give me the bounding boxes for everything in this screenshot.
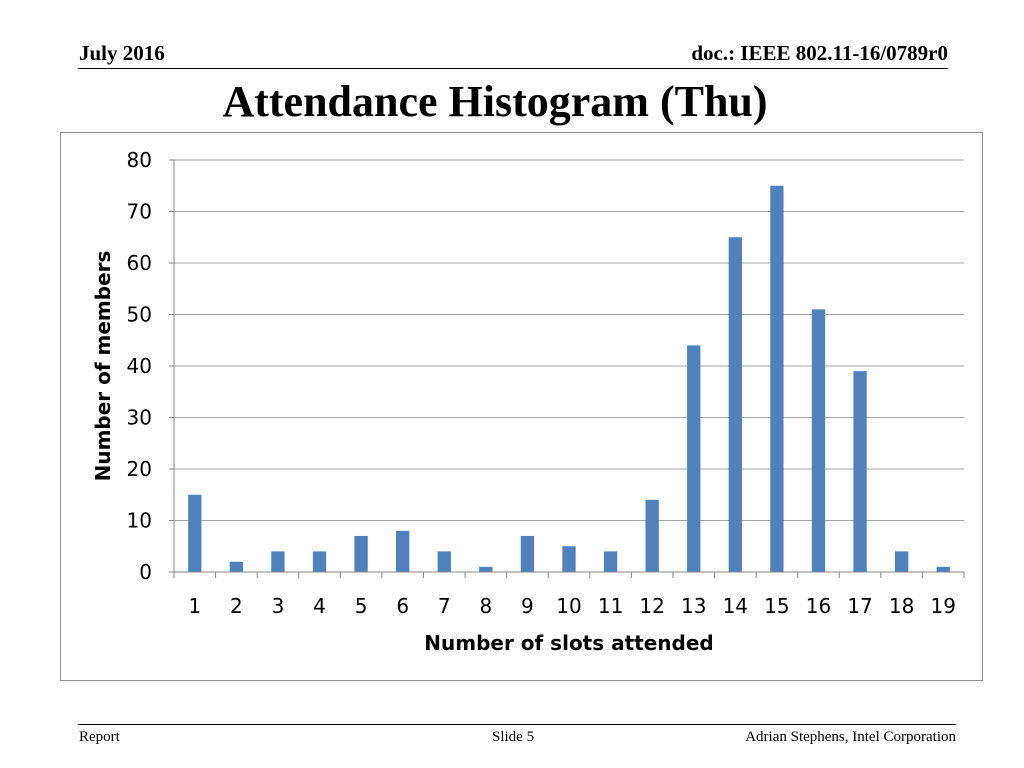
gridlines xyxy=(174,159,964,521)
footer-slide-number: Slide 5 xyxy=(492,729,535,745)
footer-divider xyxy=(78,724,956,725)
bar-12 xyxy=(645,499,659,572)
y-tick-label: 70 xyxy=(127,200,152,224)
bar-10 xyxy=(562,546,576,572)
bar-8 xyxy=(479,566,493,572)
bar-19 xyxy=(936,566,950,572)
x-tick-labels: 1 2 3 4 5 6 7 8 9 10 11 12 13 14 15 16 17 18 19 xyxy=(188,594,956,618)
x-tick-label: 7 xyxy=(438,594,451,618)
x-tick-label: 14 xyxy=(723,594,748,618)
x-tick-label: 5 xyxy=(355,594,368,618)
x-tick-label: 9 xyxy=(521,594,534,618)
bar-17 xyxy=(853,371,867,572)
bar-1 xyxy=(188,494,202,572)
bar-18 xyxy=(894,551,909,572)
bar-14 xyxy=(728,237,742,572)
x-axis-label: Number of slots attended xyxy=(424,631,713,655)
x-tick-label: 8 xyxy=(479,594,492,618)
slide-title: Attendance Histogram (Thu) xyxy=(222,77,768,126)
x-tick-label: 13 xyxy=(681,594,706,618)
header-doc-id: doc.: IEEE 802.11-16/0789r0 xyxy=(691,41,948,65)
bar-13 xyxy=(687,345,701,572)
x-tick-label: 19 xyxy=(930,594,955,618)
bar-15 xyxy=(770,185,784,572)
footer-author: Adrian Stephens, Intel Corporation xyxy=(745,729,956,745)
x-tick-label: 2 xyxy=(230,594,243,618)
bar-5 xyxy=(354,535,368,572)
chart-frame: 0 10 20 30 40 50 60 70 80 1 2 3 4 5 6 7 8 9 10 11 12 13 14 15 1… xyxy=(60,132,983,681)
x-tick-label: 16 xyxy=(806,594,831,618)
x-tick-label: 3 xyxy=(272,594,285,618)
header-divider xyxy=(78,68,948,69)
y-tick-labels: 0 10 20 30 40 50 60 70 80 xyxy=(127,148,152,584)
y-tick-label: 0 xyxy=(139,560,152,584)
x-tick-label: 18 xyxy=(889,594,914,618)
y-tick-label: 10 xyxy=(127,509,152,533)
bar-2 xyxy=(229,561,244,572)
x-tick-label: 17 xyxy=(847,594,872,618)
bar-16 xyxy=(811,309,826,572)
y-tick-label: 20 xyxy=(127,457,152,481)
x-tick-label: 6 xyxy=(396,594,409,618)
bar-6 xyxy=(396,530,410,572)
header-date: July 2016 xyxy=(79,41,165,65)
axes xyxy=(169,159,965,578)
x-tick-label: 1 xyxy=(188,594,201,618)
x-tick-label: 15 xyxy=(764,594,789,618)
x-tick-label: 4 xyxy=(313,594,326,618)
bars xyxy=(188,185,950,572)
y-tick-label: 60 xyxy=(127,251,152,275)
x-tick-label: 12 xyxy=(639,594,664,618)
y-axis-label: Number of members xyxy=(91,251,115,482)
bar-11 xyxy=(603,551,618,572)
y-tick-label: 30 xyxy=(127,406,152,430)
bar-3 xyxy=(271,551,285,572)
bar-9 xyxy=(520,535,535,572)
y-tick-label: 80 xyxy=(127,148,152,172)
x-tick-label: 10 xyxy=(556,594,581,618)
bar-7 xyxy=(437,551,451,572)
bar-4 xyxy=(312,551,327,572)
y-tick-label: 50 xyxy=(127,303,152,327)
y-tick-label: 40 xyxy=(127,354,152,378)
x-tick-label: 11 xyxy=(598,594,623,618)
footer-report-label: Report xyxy=(79,729,120,745)
